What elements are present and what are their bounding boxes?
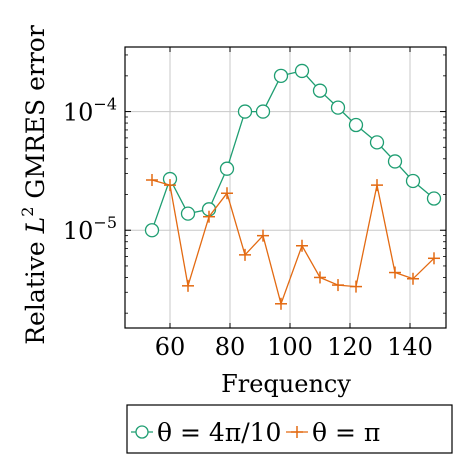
x-tick-label: 60 [155, 333, 186, 361]
data-point [275, 297, 287, 310]
data-point [144, 223, 160, 238]
data-point [273, 68, 289, 83]
y-tick-label: 10−5 [63, 213, 117, 245]
series-line-2 [151, 179, 435, 306]
series-line-1 [151, 70, 435, 231]
x-tick-label: 140 [387, 333, 433, 361]
data-point [257, 229, 269, 242]
data-point [389, 266, 401, 279]
tick-labels: 60 80 100 120 140 10−5 10−4 [63, 95, 433, 361]
data-point [426, 191, 442, 206]
legend: θ = 4π/10 θ = π [126, 404, 453, 454]
data-point [312, 83, 328, 98]
y-axis-label-suffix: GMRES error [21, 25, 50, 206]
data-point [255, 104, 271, 119]
y-axis-label: Relative L2 GMRES error [18, 25, 50, 345]
data-point [407, 272, 419, 285]
data-point [146, 174, 158, 187]
data-point [219, 161, 235, 176]
x-tick-label: 80 [215, 333, 246, 361]
plot-frame [124, 46, 447, 329]
legend-item-2: θ = π [286, 418, 380, 447]
x-axis-label: Frequency [221, 370, 351, 398]
data-point [294, 63, 310, 79]
data-point [237, 104, 253, 119]
data-point [371, 179, 383, 192]
data-point [369, 135, 385, 150]
data-point [332, 279, 344, 292]
data-point [239, 248, 251, 261]
data-point [330, 100, 346, 115]
legend-label: θ = 4π/10 [157, 418, 281, 447]
data-point [221, 187, 233, 200]
y-axis-label-prefix: Relative [21, 233, 50, 344]
legend-item-1: θ = 4π/10 [131, 418, 281, 447]
data-point [296, 239, 308, 252]
data-point [405, 173, 421, 189]
y-axis-label-symbol: L [21, 217, 50, 235]
y-axis-label-exponent: 2 [18, 207, 37, 217]
data-point [428, 252, 440, 265]
y-tick-label: 10−4 [63, 95, 117, 127]
data-point [314, 271, 326, 284]
x-tick-label: 120 [327, 333, 373, 361]
data-point [387, 154, 403, 169]
legend-marker [135, 425, 149, 439]
data-point [350, 280, 362, 293]
data-point [180, 206, 196, 221]
data-point [203, 210, 215, 223]
data-point [164, 179, 176, 192]
data-point [348, 117, 364, 133]
series-group [144, 63, 442, 310]
legend-box [126, 404, 453, 454]
data-point [182, 279, 194, 292]
x-tick-label: 100 [267, 333, 313, 361]
grid [125, 47, 446, 328]
legend-label: θ = π [312, 418, 380, 447]
tick-marks [125, 47, 446, 328]
